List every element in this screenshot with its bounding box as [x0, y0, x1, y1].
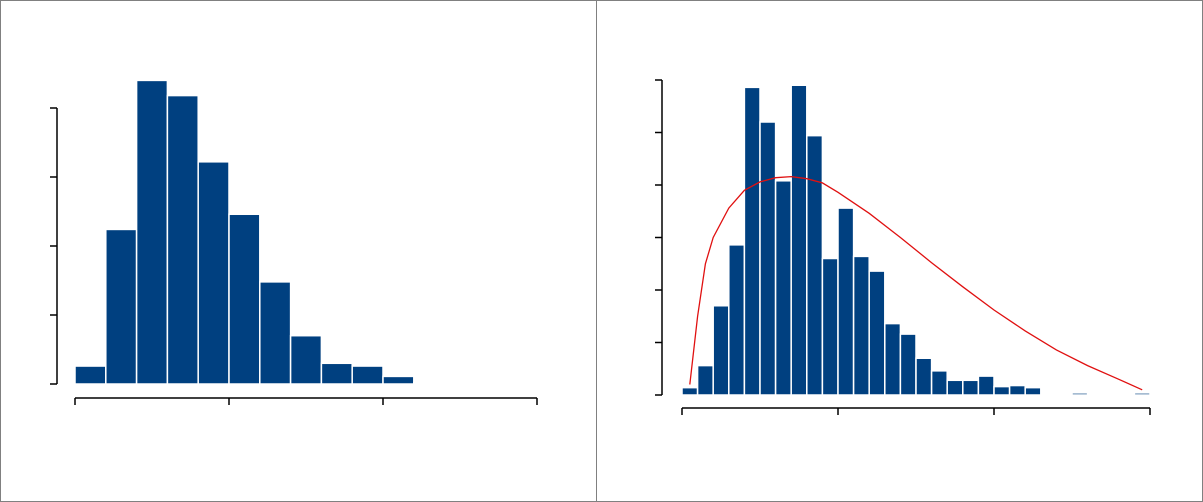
- histogram-bar: [228, 213, 261, 385]
- histogram-bar: [1133, 392, 1151, 396]
- histogram-bar: [759, 121, 777, 396]
- histogram-bar: [806, 134, 824, 396]
- histogram-bar: [289, 334, 323, 385]
- histogram-bar: [868, 270, 886, 396]
- histogram-bar: [197, 161, 230, 385]
- histogram-bar: [1008, 384, 1026, 396]
- histogram-bar: [712, 305, 730, 396]
- histogram-bar: [774, 180, 792, 396]
- histogram-bar: [1071, 392, 1089, 396]
- histogram-bar: [993, 385, 1011, 396]
- histogram-bar: [884, 322, 902, 396]
- histogram-bar: [946, 379, 964, 396]
- histogram-bar: [1024, 386, 1042, 396]
- histogram-panel-1: [50, 79, 538, 405]
- histogram-bar: [962, 379, 980, 396]
- histogram-bar: [743, 86, 761, 396]
- histogram-bar: [413, 381, 446, 385]
- histogram-bar: [915, 357, 933, 396]
- histogram-bar: [74, 365, 107, 385]
- histogram-bar: [790, 84, 808, 396]
- histogram-bar: [320, 362, 353, 385]
- density-curve: [689, 175, 1143, 391]
- histogram-bar: [821, 257, 839, 396]
- histogram-bar: [351, 365, 384, 385]
- histogram-bar: [135, 79, 169, 385]
- histogram-bar: [837, 207, 855, 396]
- histogram-bar: [696, 364, 714, 396]
- histogram-bar: [681, 386, 699, 396]
- histogram-bar: [977, 375, 995, 396]
- histogram-bar: [930, 370, 948, 396]
- histogram-bar: [382, 375, 415, 385]
- histogram-bar: [728, 244, 746, 396]
- histogram-panel-2: [655, 79, 1151, 415]
- histogram-bar: [166, 94, 199, 385]
- histogram-bar: [259, 281, 292, 385]
- histogram-bar: [105, 228, 138, 385]
- histogram-bar: [899, 333, 917, 396]
- histogram-bar: [852, 255, 870, 396]
